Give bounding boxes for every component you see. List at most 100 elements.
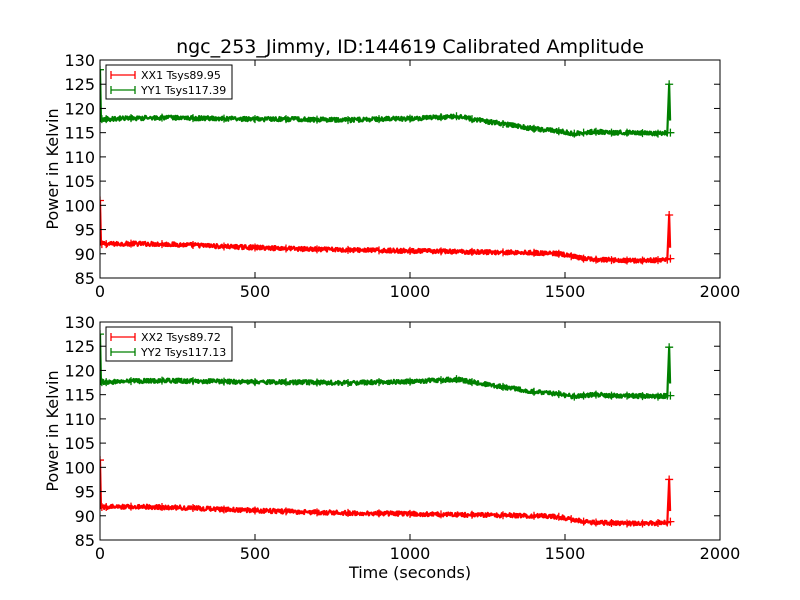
x-tick-label: 500 bbox=[240, 544, 271, 563]
data-point bbox=[468, 115, 476, 124]
bottom-panel: 0 500 1000 1500 2000 85 90 95 100 105 110 115 120 125… bbox=[43, 313, 740, 582]
data-point bbox=[313, 508, 321, 517]
data-point bbox=[665, 211, 674, 220]
data-point bbox=[554, 249, 563, 258]
legend-marker bbox=[110, 348, 136, 356]
data-point bbox=[251, 506, 259, 515]
data-point bbox=[127, 502, 135, 511]
data-point bbox=[665, 80, 674, 89]
data-point bbox=[375, 378, 383, 387]
data-point bbox=[607, 391, 616, 400]
x-tick-label: 1500 bbox=[545, 282, 586, 301]
x-tick-label: 1000 bbox=[390, 282, 431, 301]
legend-label: XX2 Tsys89.72 bbox=[141, 331, 221, 344]
data-point bbox=[666, 391, 675, 400]
y-tick-label: 125 bbox=[64, 337, 95, 356]
data-point bbox=[666, 128, 675, 137]
data-point bbox=[499, 382, 507, 391]
legend-item: YY1 Tsys117.39 bbox=[110, 84, 226, 97]
x-tick-label: 0 bbox=[95, 544, 105, 563]
data-point bbox=[313, 115, 321, 124]
legend-item: YY2 Tsys117.13 bbox=[110, 346, 226, 359]
data-point bbox=[530, 124, 538, 133]
x-tick-label: 2000 bbox=[700, 544, 741, 563]
data-point bbox=[592, 255, 600, 264]
data-point bbox=[579, 517, 588, 526]
data-point bbox=[344, 245, 352, 254]
data-point bbox=[158, 376, 166, 385]
legend-label: XX1 Tsys89.95 bbox=[141, 69, 221, 82]
x-tick-label: 500 bbox=[240, 282, 271, 301]
data-point bbox=[592, 390, 600, 399]
data-point bbox=[554, 127, 563, 136]
legend: XX2 Tsys89.72 YY2 Tsys117.13 bbox=[105, 326, 233, 362]
data-point bbox=[406, 377, 414, 386]
y-axis-label: Power in Kelvin bbox=[43, 108, 62, 229]
data-point bbox=[468, 247, 476, 256]
legend-marker bbox=[110, 333, 136, 341]
data-point bbox=[282, 378, 290, 387]
y-tick-label: 110 bbox=[64, 410, 95, 429]
legend-label: YY2 Tsys117.13 bbox=[140, 346, 226, 359]
data-point bbox=[375, 115, 383, 124]
y-tick-label: 85 bbox=[75, 531, 95, 550]
data-point bbox=[220, 505, 228, 514]
data-point bbox=[638, 519, 647, 528]
data-point bbox=[654, 519, 662, 528]
data-point bbox=[100, 330, 104, 339]
data-point bbox=[570, 392, 579, 401]
data-point bbox=[100, 456, 104, 465]
y-tick-label: 110 bbox=[64, 148, 95, 167]
data-point bbox=[344, 508, 352, 517]
data-point bbox=[579, 391, 588, 400]
data-point bbox=[468, 510, 476, 519]
data-point bbox=[251, 115, 259, 124]
data-point bbox=[468, 378, 476, 387]
data-point bbox=[127, 114, 135, 123]
series-yy2 bbox=[100, 330, 675, 401]
series-xx1 bbox=[100, 196, 675, 265]
data-point bbox=[499, 511, 507, 520]
data-point bbox=[567, 252, 576, 261]
y-tick-label: 105 bbox=[64, 172, 95, 191]
data-point bbox=[375, 246, 383, 255]
data-point bbox=[220, 242, 228, 251]
legend-item: XX2 Tsys89.72 bbox=[110, 331, 221, 344]
legend-label: YY1 Tsys117.39 bbox=[140, 84, 226, 97]
data-point bbox=[666, 517, 675, 526]
data-point bbox=[452, 112, 461, 121]
data-point bbox=[592, 518, 600, 527]
data-point bbox=[127, 239, 135, 248]
data-point bbox=[282, 115, 290, 124]
figure-title: ngc_253_Jimmy, ID:144619 Calibrated Ampl… bbox=[176, 36, 644, 58]
data-point bbox=[158, 503, 166, 512]
x-tick-label: 0 bbox=[95, 282, 105, 301]
plot-area bbox=[100, 65, 675, 265]
y-tick-label: 105 bbox=[64, 434, 95, 453]
data-point bbox=[607, 256, 616, 265]
y-tick-label: 120 bbox=[64, 361, 95, 380]
data-point bbox=[158, 113, 166, 122]
series-xx2 bbox=[100, 456, 675, 528]
data-point bbox=[437, 113, 445, 122]
data-point bbox=[654, 129, 662, 138]
data-point bbox=[313, 378, 321, 387]
data-point bbox=[189, 377, 197, 386]
y-tick-label: 115 bbox=[64, 386, 95, 405]
data-point bbox=[282, 507, 290, 516]
data-point bbox=[623, 256, 631, 265]
y-tick-label: 120 bbox=[64, 99, 95, 118]
y-tick-label: 90 bbox=[75, 507, 95, 526]
data-point bbox=[251, 243, 259, 252]
series-yy1 bbox=[100, 65, 675, 138]
data-point bbox=[530, 511, 538, 520]
legend: XX1 Tsys89.95 YY1 Tsys117.39 bbox=[105, 64, 233, 100]
data-point bbox=[607, 128, 616, 137]
data-point bbox=[499, 119, 507, 128]
top-panel: 0 500 1000 1500 2000 85 90 95 100 105 110 115 120 125… bbox=[43, 51, 740, 301]
data-point bbox=[623, 519, 631, 528]
data-point bbox=[100, 501, 105, 510]
data-point bbox=[638, 392, 647, 401]
data-point bbox=[570, 129, 579, 138]
